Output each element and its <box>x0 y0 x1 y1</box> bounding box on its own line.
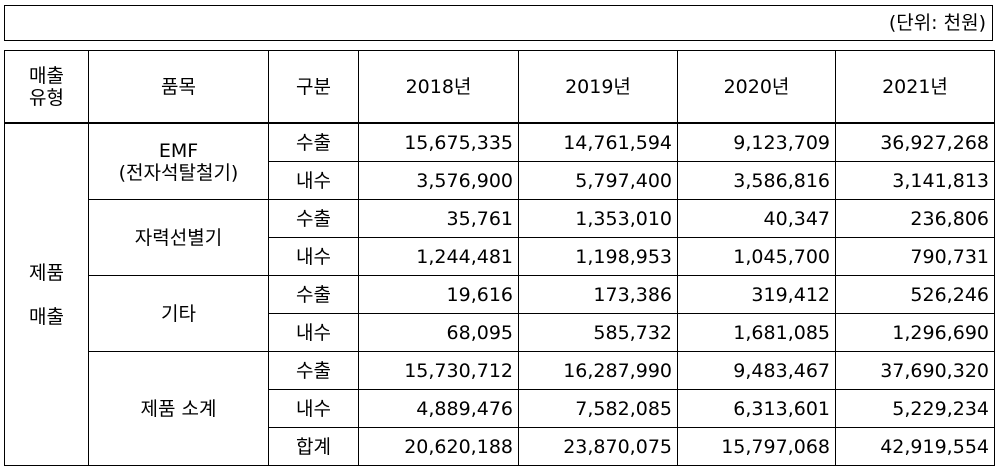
value-cell: 1,045,700 <box>677 237 836 276</box>
value-cell: 3,141,813 <box>835 161 995 200</box>
header-sales-type: 매출 유형 <box>4 50 89 124</box>
value-cell: 37,690,320 <box>835 351 995 390</box>
header-division: 구분 <box>268 50 359 124</box>
table-row: 자력선별기 수출 35,761 1,353,010 40,347 236,806 <box>5 199 995 276</box>
item-cell-emf: EMF (전자석탈철기) <box>88 122 269 200</box>
table-row: 제품 소계 수출 15,730,712 16,287,990 9,483,467… <box>5 351 995 466</box>
item-cell-other: 기타 <box>88 275 269 352</box>
sales-table: 매출 유형 품목 구분 2018년 2019년 2020년 2021년 제품 매… <box>4 50 995 466</box>
item-cell-magnetic-separator: 자력선별기 <box>88 199 269 276</box>
value-cell: 15,730,712 <box>358 351 519 390</box>
value-cell: 15,675,335 <box>358 122 519 162</box>
value-cell: 15,797,068 <box>677 427 836 466</box>
value-cell: 40,347 <box>677 199 836 238</box>
division-cell: 수출 <box>268 275 359 314</box>
division-cell: 내수 <box>268 237 359 276</box>
value-cell: 236,806 <box>835 199 995 238</box>
value-cell: 1,296,690 <box>835 313 995 352</box>
division-cell: 내수 <box>268 161 359 200</box>
division-cell: 합계 <box>268 427 359 466</box>
division-cell: 수출 <box>268 122 359 162</box>
header-sales-type-line1: 매출 <box>29 64 64 87</box>
value-cell: 1,198,953 <box>518 237 678 276</box>
header-row: 매출 유형 품목 구분 2018년 2019년 2020년 2021년 <box>4 50 995 124</box>
value-cell: 19,616 <box>358 275 519 314</box>
header-year-2020: 2020년 <box>677 50 836 124</box>
division-cell: 내수 <box>268 313 359 352</box>
division-cell: 내수 <box>268 389 359 428</box>
table-row: 합계 20,620,188 23,870,075 15,797,068 42,9… <box>5 427 995 466</box>
value-cell: 6,313,601 <box>677 389 836 428</box>
value-cell: 526,246 <box>835 275 995 314</box>
value-cell: 68,095 <box>358 313 519 352</box>
division-cell: 수출 <box>268 199 359 238</box>
division-cell: 수출 <box>268 351 359 390</box>
unit-note: (단위: 천원) <box>4 5 993 41</box>
value-cell: 36,927,268 <box>835 122 995 162</box>
header-sales-type-line2: 유형 <box>29 86 64 109</box>
value-cell: 3,586,816 <box>677 161 836 200</box>
value-cell: 23,870,075 <box>518 427 678 466</box>
item-cell-subtotal: 제품 소계 <box>88 351 269 466</box>
table-row: 제품 매출 EMF (전자석탈철기) 수출 15,675,335 14,761,… <box>4 122 995 466</box>
value-cell: 5,229,234 <box>835 389 995 428</box>
value-cell: 9,483,467 <box>677 351 836 390</box>
value-cell: 14,761,594 <box>518 122 678 162</box>
sales-type-cell: 제품 매출 <box>4 122 89 466</box>
value-cell: 585,732 <box>518 313 678 352</box>
table-row: 내수 68,095 585,732 1,681,085 1,296,690 <box>5 313 995 352</box>
value-cell: 1,244,481 <box>358 237 519 276</box>
table-row: 내수 1,244,481 1,198,953 1,045,700 790,731 <box>5 237 995 276</box>
header-year-2021: 2021년 <box>835 50 995 124</box>
value-cell: 319,412 <box>677 275 836 314</box>
table-row: 기타 수출 19,616 173,386 319,412 526,246 <box>5 275 995 352</box>
value-cell: 42,919,554 <box>835 427 995 466</box>
value-cell: 9,123,709 <box>677 122 836 162</box>
header-year-2019: 2019년 <box>518 50 678 124</box>
value-cell: 5,797,400 <box>518 161 678 200</box>
value-cell: 35,761 <box>358 199 519 238</box>
table-row: 내수 3,576,900 5,797,400 3,586,816 3,141,8… <box>5 161 995 200</box>
header-year-2018: 2018년 <box>358 50 519 124</box>
value-cell: 7,582,085 <box>518 389 678 428</box>
sales-type-line1: 제품 <box>29 261 64 284</box>
value-cell: 1,353,010 <box>518 199 678 238</box>
item-emf-line1: EMF <box>158 139 199 162</box>
value-cell: 790,731 <box>835 237 995 276</box>
value-cell: 3,576,900 <box>358 161 519 200</box>
value-cell: 16,287,990 <box>518 351 678 390</box>
item-emf-line2: (전자석탈철기) <box>118 161 239 184</box>
value-cell: 4,889,476 <box>358 389 519 428</box>
value-cell: 20,620,188 <box>358 427 519 466</box>
table-row: 내수 4,889,476 7,582,085 6,313,601 5,229,2… <box>5 389 995 428</box>
value-cell: 173,386 <box>518 275 678 314</box>
header-item: 품목 <box>88 50 269 124</box>
value-cell: 1,681,085 <box>677 313 836 352</box>
sales-type-line2: 매출 <box>29 305 64 328</box>
